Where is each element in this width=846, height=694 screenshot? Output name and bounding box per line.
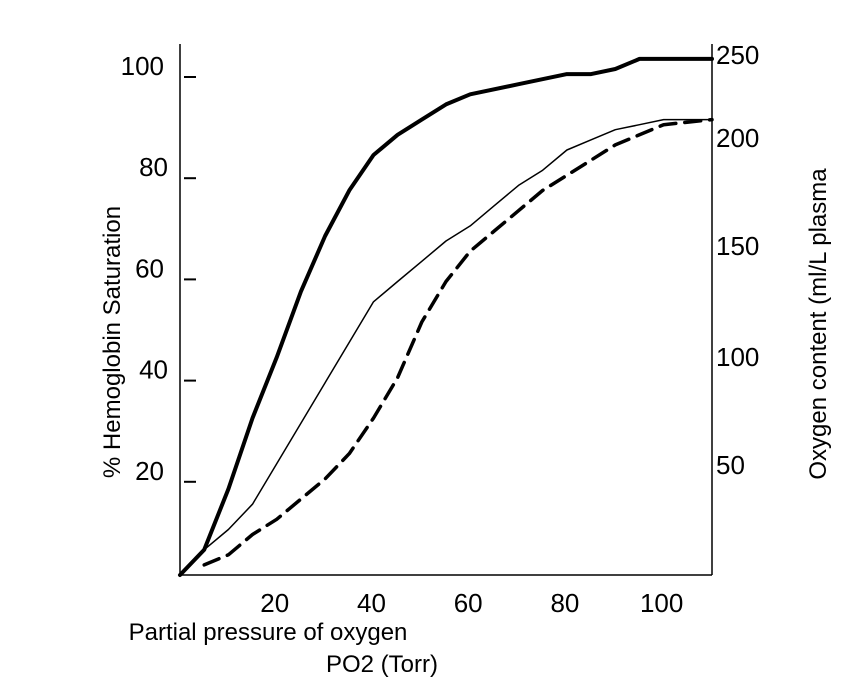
y-axis-right-title: Oxygen content (ml/L plasma	[805, 168, 832, 480]
series-line-dashed	[202, 117, 714, 567]
x-tick-label: 60	[454, 588, 483, 618]
x-tick-label: 80	[550, 588, 579, 618]
x-axis-title-line2: PO2 (Torr)	[326, 651, 438, 678]
y-left-tick-label: 20	[135, 456, 164, 486]
x-tick-label: 20	[260, 588, 289, 618]
x-tick-label: 40	[357, 588, 386, 618]
right-ticks: 50 100 150 200 250	[716, 40, 759, 480]
y-axis-left-title: % Hemoglobin Saturation	[99, 206, 126, 478]
y-left-tick-label: 60	[135, 253, 164, 283]
y-right-tick-label: 100	[716, 342, 759, 372]
y-left-tick-label: 80	[139, 152, 168, 182]
y-left-tick-label: 40	[139, 355, 168, 385]
series-line-thick	[178, 56, 714, 577]
x-ticks: 20 40 60 80 100	[260, 588, 683, 618]
series-line-thin	[179, 118, 713, 576]
y-left-tick-label: 100	[121, 51, 164, 81]
x-tick-label: 100	[640, 588, 683, 618]
axes	[179, 44, 713, 576]
left-ticks: 20 40 60 80 100	[121, 51, 196, 486]
y-right-tick-label: 50	[716, 450, 745, 480]
y-right-tick-label: 150	[716, 231, 759, 261]
y-right-tick-label: 250	[716, 40, 759, 70]
y-right-tick-label: 200	[716, 123, 759, 153]
series-group	[178, 56, 714, 577]
x-axis-title-line1: Partial pressure of oxygen	[129, 619, 408, 646]
